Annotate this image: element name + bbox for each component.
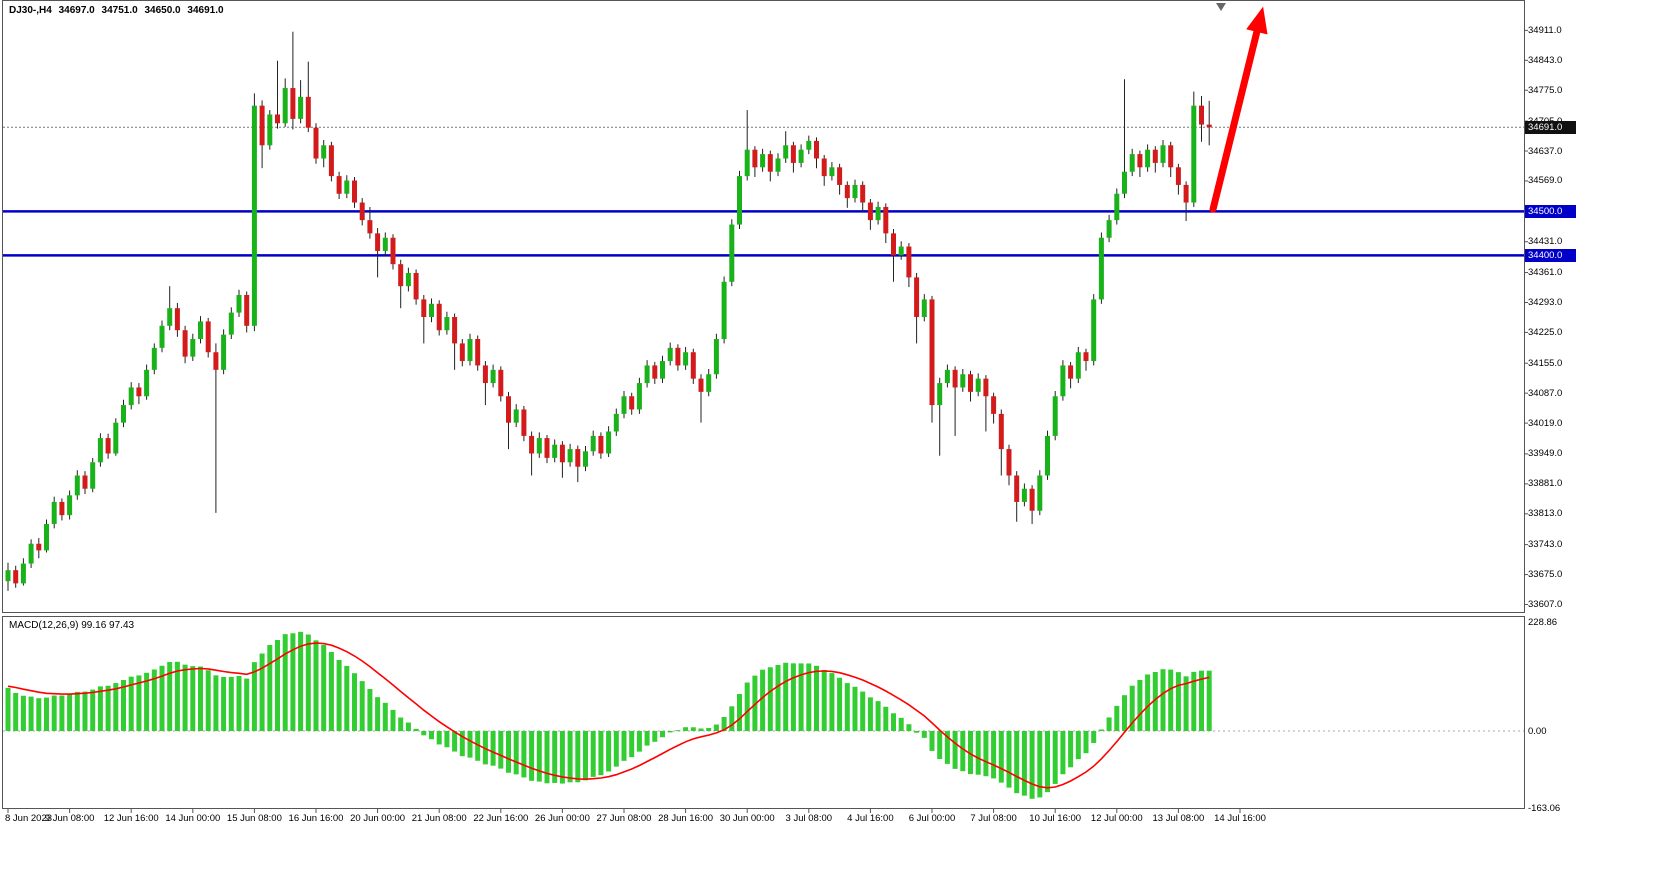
price-scale-label: 34431.0 <box>1528 236 1563 248</box>
time-scale-label: 30 Jun 00:00 <box>719 813 775 824</box>
time-scale-label: 10 Jul 16:00 <box>1029 813 1082 824</box>
macd-signal-line <box>7 642 1210 789</box>
time-scale-label: 20 Jun 00:00 <box>350 813 406 824</box>
time-scale-label: 28 Jun 16:00 <box>658 813 714 824</box>
macd-indicator-label: MACD(12,26,9) 99.16 97.43 <box>9 620 135 631</box>
price-scale-label: 34911.0 <box>1528 24 1562 36</box>
time-scale-label: 3 Jul 08:00 <box>785 813 833 824</box>
macd-scale-label: 228.86 <box>1528 616 1558 628</box>
price-scale-label: 34637.0 <box>1528 145 1563 157</box>
price-scale-label: 33881.0 <box>1528 478 1563 490</box>
panel-borders <box>2 0 1525 809</box>
time-scale-label: 12 Jul 00:00 <box>1090 813 1143 824</box>
price-scale-label: 33607.0 <box>1528 599 1563 610</box>
time-scale-label: 16 Jun 16:00 <box>288 813 344 824</box>
price-scale-label: 34087.0 <box>1528 387 1563 399</box>
time-scale-label: 21 Jun 08:00 <box>411 813 467 824</box>
ohlc-low: 34650.0 <box>144 5 181 16</box>
time-scale-label: 8 Jun 2023 <box>5 813 53 824</box>
price-scale-label: 34293.0 <box>1528 296 1563 308</box>
symbol-timeframe-label: DJ30-,H4 <box>9 5 52 16</box>
price-scale-label: 34775.0 <box>1528 84 1563 96</box>
ohlc-open: 34697.0 <box>58 5 95 16</box>
hline-price-tag-34400: 34400.0 <box>1525 248 1576 262</box>
chart-shift-marker[interactable] <box>1216 3 1226 11</box>
time-scale-label: 26 Jun 00:00 <box>534 813 590 824</box>
price-scale-label: 33675.0 <box>1528 569 1563 581</box>
ohlc-close: 34691.0 <box>187 5 224 16</box>
time-scale-label: 14 Jun 00:00 <box>165 813 221 824</box>
time-scale-label: 7 Jul 08:00 <box>970 813 1017 824</box>
macd-indicator <box>5 631 1212 799</box>
time-scale-label: 27 Jun 08:00 <box>596 813 652 824</box>
time-scale-label: 22 Jun 16:00 <box>473 813 529 824</box>
time-scale-label: 12 Jun 16:00 <box>103 813 159 824</box>
current-price-tag: 34691.0 <box>1525 120 1576 134</box>
time-scale-label: 15 Jun 08:00 <box>226 813 282 824</box>
time-scale-label: 4 Jul 16:00 <box>847 813 894 824</box>
time-scale-label: 9 Jun 08:00 <box>44 813 95 824</box>
price-scale-label: 34569.0 <box>1528 175 1563 187</box>
ohlc-high: 34751.0 <box>101 5 138 16</box>
price-scale-label: 33813.0 <box>1528 508 1563 520</box>
hline-price-tag-34500: 34500.0 <box>1525 204 1576 218</box>
price-scale-label: 34225.0 <box>1528 326 1563 338</box>
price-scale-label: 33743.0 <box>1528 539 1563 551</box>
macd-scale-label: -163.06 <box>1528 803 1561 815</box>
time-scale-label: 13 Jul 08:00 <box>1152 813 1205 824</box>
price-scale-label: 34843.0 <box>1528 54 1563 66</box>
trend-arrow[interactable] <box>1209 6 1268 213</box>
time-scale-label: 14 Jul 16:00 <box>1214 813 1266 824</box>
price-scale-label: 34019.0 <box>1528 417 1563 429</box>
price-scale-label: 33949.0 <box>1528 448 1563 460</box>
macd-scale-label: 0.00 <box>1528 725 1547 737</box>
time-scale-label: 6 Jul 00:00 <box>908 813 956 824</box>
symbol-info: DJ30-,H4 34697.0 34751.0 34650.0 34691.0 <box>9 5 228 16</box>
candlesticks <box>5 31 1212 591</box>
price-scale-label: 34361.0 <box>1528 267 1563 279</box>
price-scale-label: 34155.0 <box>1528 357 1563 369</box>
